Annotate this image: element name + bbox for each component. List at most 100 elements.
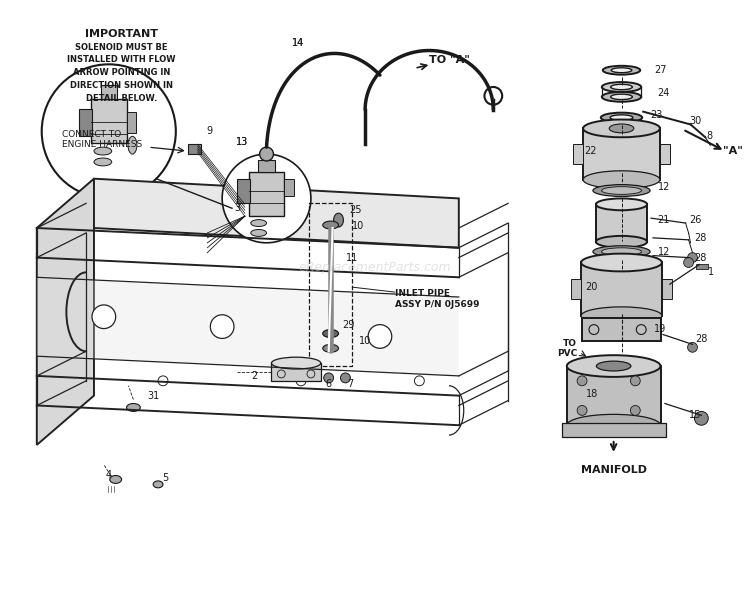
Ellipse shape	[601, 113, 642, 122]
Ellipse shape	[94, 158, 112, 166]
Text: 3: 3	[234, 203, 240, 213]
Circle shape	[368, 325, 392, 348]
Text: 10: 10	[359, 336, 371, 346]
Ellipse shape	[610, 84, 632, 90]
Bar	[572, 279, 581, 299]
Ellipse shape	[322, 330, 338, 337]
Ellipse shape	[609, 124, 634, 133]
Ellipse shape	[583, 171, 660, 189]
Ellipse shape	[602, 248, 641, 256]
Text: 28: 28	[694, 253, 706, 263]
Ellipse shape	[251, 229, 266, 236]
Ellipse shape	[581, 254, 662, 272]
Text: 22: 22	[585, 146, 597, 156]
Circle shape	[42, 64, 176, 198]
Bar	[309, 204, 352, 366]
Circle shape	[684, 257, 694, 267]
Text: 21: 21	[658, 215, 670, 225]
Bar	[127, 112, 136, 133]
Ellipse shape	[567, 355, 661, 377]
Text: DIRECTION SHOWN IN: DIRECTION SHOWN IN	[70, 81, 173, 90]
Circle shape	[688, 253, 698, 263]
Ellipse shape	[610, 115, 633, 120]
Text: 31: 31	[147, 390, 159, 401]
Circle shape	[92, 305, 116, 328]
Bar	[237, 179, 250, 204]
Circle shape	[210, 315, 234, 338]
Text: 24: 24	[658, 88, 670, 98]
Text: MANIFOLD: MANIFOLD	[580, 464, 646, 475]
Text: 25: 25	[349, 205, 361, 216]
Ellipse shape	[602, 92, 641, 101]
Ellipse shape	[128, 136, 136, 154]
Ellipse shape	[603, 66, 640, 75]
Text: 29: 29	[342, 319, 355, 330]
Text: 26: 26	[689, 215, 702, 225]
Ellipse shape	[610, 94, 632, 100]
Ellipse shape	[593, 246, 650, 257]
Ellipse shape	[596, 361, 631, 371]
Bar	[101, 85, 117, 99]
Polygon shape	[94, 179, 459, 248]
Bar	[188, 144, 202, 154]
Circle shape	[694, 411, 708, 425]
Text: 30: 30	[689, 116, 701, 125]
Text: 28: 28	[694, 233, 706, 243]
Text: DETAIL BELOW.: DETAIL BELOW.	[86, 94, 158, 103]
Text: 23: 23	[650, 110, 662, 119]
Ellipse shape	[611, 68, 632, 73]
Bar	[272, 363, 321, 381]
Text: IMPORTANT: IMPORTANT	[85, 29, 158, 39]
Text: 2: 2	[251, 371, 258, 381]
Text: eReplacementParts.com: eReplacementParts.com	[298, 261, 452, 274]
Ellipse shape	[110, 475, 122, 484]
Bar	[697, 264, 708, 269]
Text: "A": "A"	[723, 146, 742, 156]
Text: 6: 6	[326, 378, 332, 389]
Text: 12: 12	[658, 247, 670, 257]
Circle shape	[688, 342, 698, 352]
Bar	[660, 144, 670, 164]
Bar	[596, 204, 647, 242]
Ellipse shape	[334, 213, 344, 227]
Circle shape	[340, 373, 350, 383]
Text: 18: 18	[586, 389, 598, 399]
Text: 13: 13	[236, 137, 248, 147]
Circle shape	[631, 405, 640, 416]
Text: 11: 11	[346, 253, 358, 263]
Bar	[80, 109, 92, 136]
Ellipse shape	[602, 187, 641, 195]
Text: 28: 28	[695, 334, 707, 344]
Ellipse shape	[94, 147, 112, 155]
Bar	[662, 279, 672, 299]
Polygon shape	[37, 179, 94, 445]
Bar	[258, 160, 275, 172]
Ellipse shape	[153, 481, 163, 488]
Circle shape	[578, 405, 587, 416]
Text: ARROW POINTING IN: ARROW POINTING IN	[73, 68, 170, 77]
Circle shape	[222, 154, 311, 243]
Ellipse shape	[322, 344, 338, 352]
Ellipse shape	[581, 307, 662, 325]
Text: SOLENOID MUST BE: SOLENOID MUST BE	[75, 42, 168, 51]
Text: 13: 13	[236, 137, 248, 147]
Bar	[583, 128, 660, 180]
Text: TO "A": TO "A"	[428, 56, 470, 65]
Text: 27: 27	[655, 65, 668, 75]
Polygon shape	[37, 277, 459, 376]
Circle shape	[631, 376, 640, 386]
Ellipse shape	[127, 404, 140, 411]
Text: 14: 14	[292, 38, 304, 48]
Ellipse shape	[583, 119, 660, 137]
Ellipse shape	[272, 357, 321, 369]
Text: 8: 8	[706, 131, 712, 141]
Ellipse shape	[596, 236, 647, 248]
Text: TO
PVC: TO PVC	[557, 338, 578, 358]
Bar	[582, 318, 661, 341]
Ellipse shape	[596, 198, 647, 210]
Bar	[581, 261, 662, 316]
Circle shape	[324, 373, 334, 383]
Text: 1: 1	[708, 267, 714, 278]
Text: 15: 15	[689, 410, 702, 420]
Ellipse shape	[322, 221, 338, 229]
